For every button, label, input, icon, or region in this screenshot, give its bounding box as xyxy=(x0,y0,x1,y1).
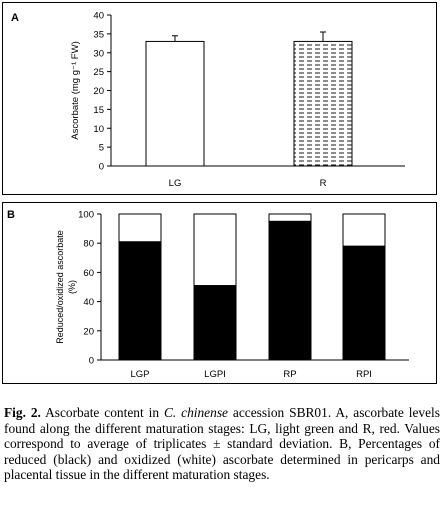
y-tick-label-a: 35 xyxy=(93,29,104,40)
chart-panel-b: B 0 20 40 60 80 100 LGP LGPI RP RPI Reduced/oxidiz… xyxy=(2,202,437,384)
bar-lg xyxy=(145,40,205,167)
caption-species: C. chinense xyxy=(163,405,228,420)
x-tick-label-b: LGP xyxy=(130,369,149,380)
y-tick-label-b: 40 xyxy=(83,297,94,308)
x-tick-label-a: LG xyxy=(169,178,182,189)
bar-lgp-oxidized xyxy=(118,213,162,243)
y-tick-label-a: 20 xyxy=(93,86,104,97)
x-tick-label-b: LGPI xyxy=(204,369,226,380)
panel-b-label: B xyxy=(7,209,15,221)
y-tick-label-a: 30 xyxy=(93,48,104,59)
panel-a-label: A xyxy=(11,12,19,24)
y-axis-label-b-line2: (%) xyxy=(67,280,77,294)
y-tick-label-a: 0 xyxy=(99,162,104,173)
y-tick-label-a: 15 xyxy=(93,105,104,116)
chart-panel-a: A 0 5 10 15 20 25 30 35 40 LG R Ascorbate (mg g⁻¹ F… xyxy=(2,2,437,195)
bar-lgpi-reduced xyxy=(193,285,237,361)
caption-part1: Ascorbate content in xyxy=(40,405,164,420)
y-tick-label-b: 0 xyxy=(89,356,94,367)
y-tick-label-a: 25 xyxy=(93,67,104,78)
x-tick-label-a: R xyxy=(320,178,327,189)
y-axis-label-b-line1: Reduced/oxidized ascorbate xyxy=(55,230,65,344)
y-tick-label-a: 10 xyxy=(93,124,104,135)
y-tick-label-a: 5 xyxy=(99,143,104,154)
bar-rpi-reduced xyxy=(342,245,386,361)
chart-a-svg: A 0 5 10 15 20 25 30 35 40 LG R Ascorbate (mg g⁻¹ F… xyxy=(11,11,405,189)
y-tick-label-b: 100 xyxy=(78,210,94,221)
y-axis-label-a: Ascorbate (mg g⁻¹ FW) xyxy=(70,41,81,139)
y-tick-label-b: 80 xyxy=(83,239,94,250)
x-tick-label-b: RP xyxy=(283,369,296,380)
bar-rp-oxidized xyxy=(268,213,312,222)
y-tick-label-a: 40 xyxy=(93,11,104,22)
bar-lgp-reduced xyxy=(118,241,162,361)
bar-rpi-oxidized xyxy=(342,213,386,247)
y-tick-label-b: 20 xyxy=(83,326,94,337)
bar-r xyxy=(293,40,353,167)
figure-caption: Fig. 2. Ascorbate content in C. chinense… xyxy=(4,405,440,483)
chart-b-svg: B 0 20 40 60 80 100 LGP LGPI RP RPI Reduced/oxidiz… xyxy=(7,209,409,380)
caption-part2: accession SBR01. A, ascorbate levels fou… xyxy=(4,405,440,483)
x-tick-label-b: RPI xyxy=(356,369,372,380)
bar-rp-reduced xyxy=(268,220,312,361)
bar-lgpi-oxidized xyxy=(193,213,237,287)
y-tick-label-b: 60 xyxy=(83,268,94,279)
figure-label: Fig. 2. xyxy=(4,405,41,420)
